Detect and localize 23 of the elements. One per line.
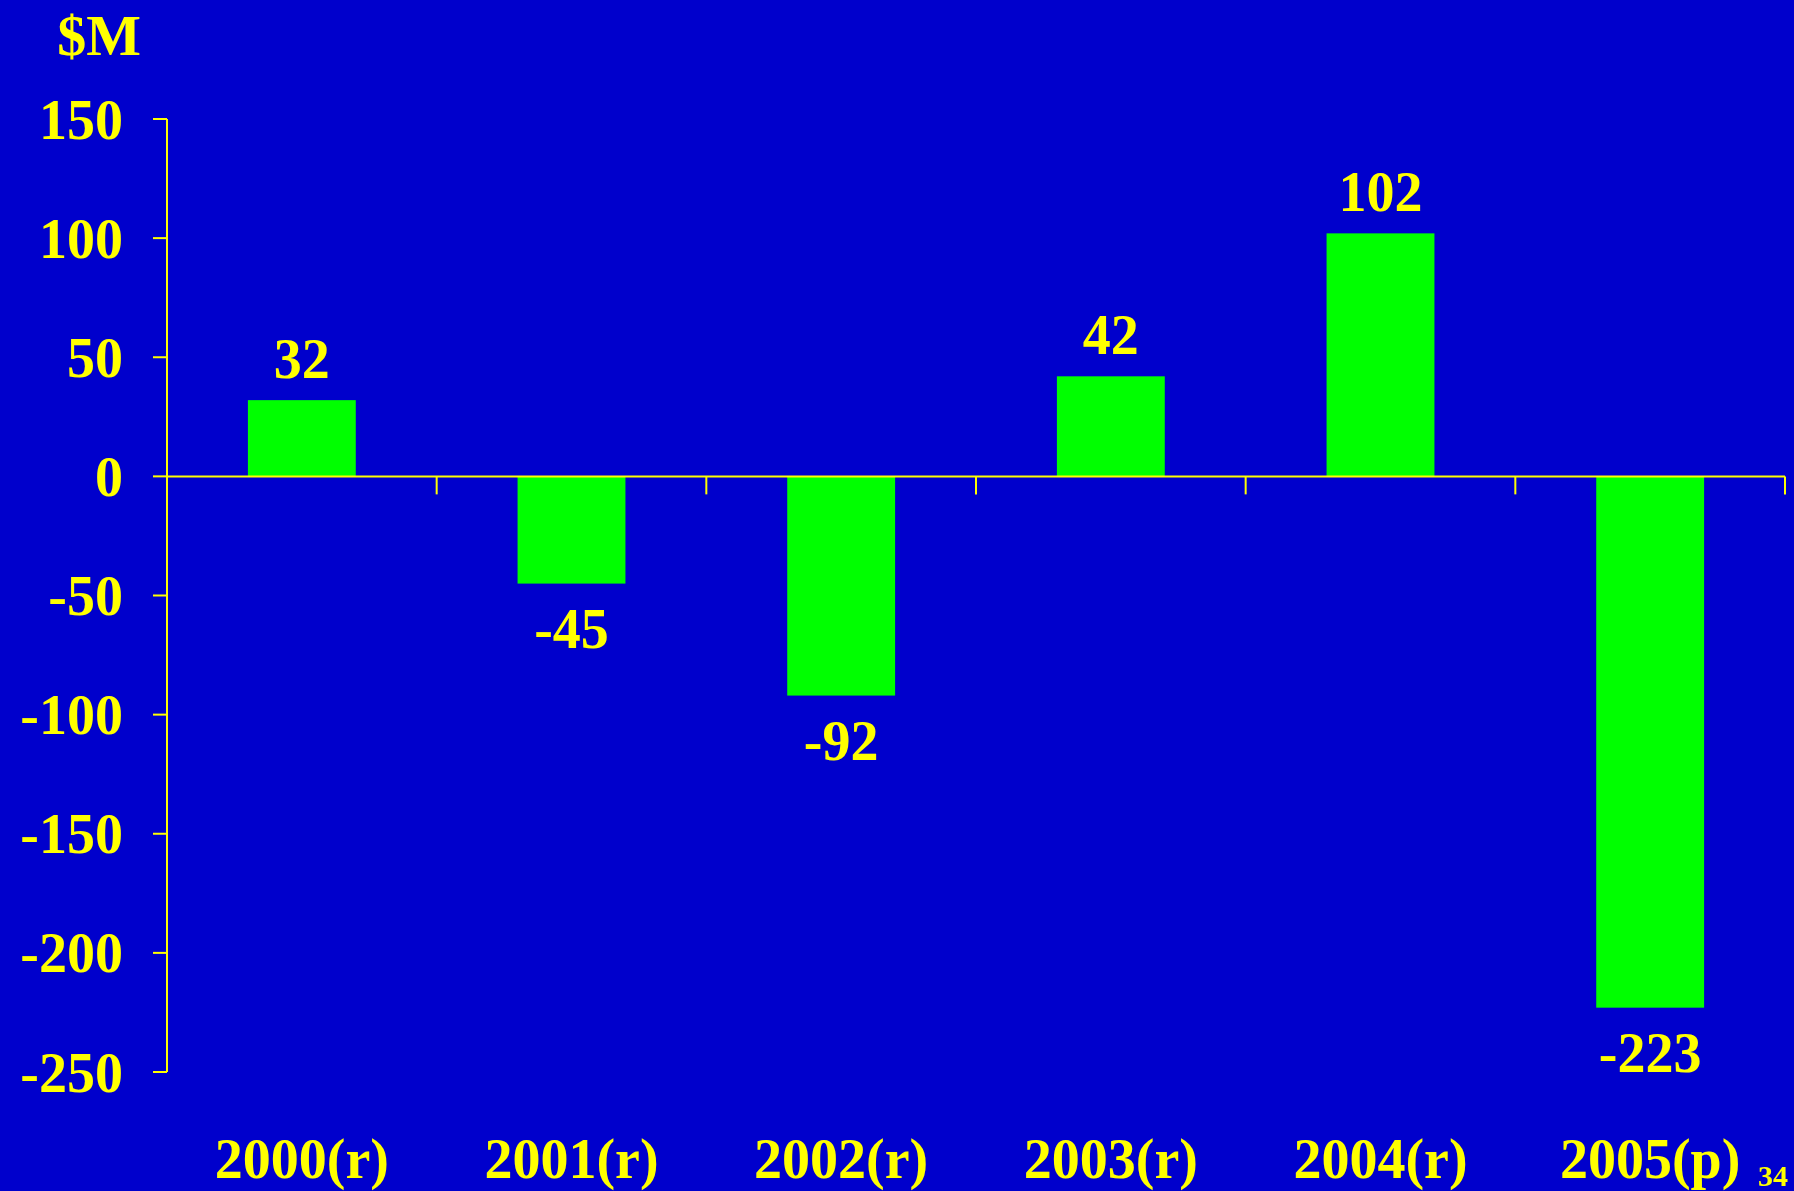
y-tick-label: -250 xyxy=(20,1041,123,1104)
y-tick-label: -150 xyxy=(20,803,123,866)
y-tick-label: -50 xyxy=(48,565,123,628)
y-tick-label: 0 xyxy=(95,445,123,508)
x-tick-label: 2004(r) xyxy=(1293,1128,1468,1191)
x-tick-label: 2001(r) xyxy=(484,1128,659,1191)
x-tick-label: 2003(r) xyxy=(1023,1128,1198,1191)
y-tick-label: -100 xyxy=(20,684,123,747)
text: 34 xyxy=(1758,1159,1788,1191)
data-label: 32 xyxy=(273,328,330,391)
y-tick-label: 150 xyxy=(39,88,123,151)
x-tick-label: 2002(r) xyxy=(754,1128,929,1191)
data-label: -223 xyxy=(1598,1021,1702,1084)
y-axis-title: $M xyxy=(57,3,141,68)
y-tick-label: 50 xyxy=(67,326,123,389)
data-label: 102 xyxy=(1338,161,1423,224)
data-label: 42 xyxy=(1082,304,1139,367)
y-tick-label: 100 xyxy=(39,207,123,270)
x-tick-label: 2000(r) xyxy=(214,1128,389,1191)
y-tick-label: -200 xyxy=(20,922,123,985)
data-label: -92 xyxy=(803,709,879,772)
x-tick-label: 2005(p) xyxy=(1559,1128,1741,1191)
data-label: -45 xyxy=(534,597,609,660)
